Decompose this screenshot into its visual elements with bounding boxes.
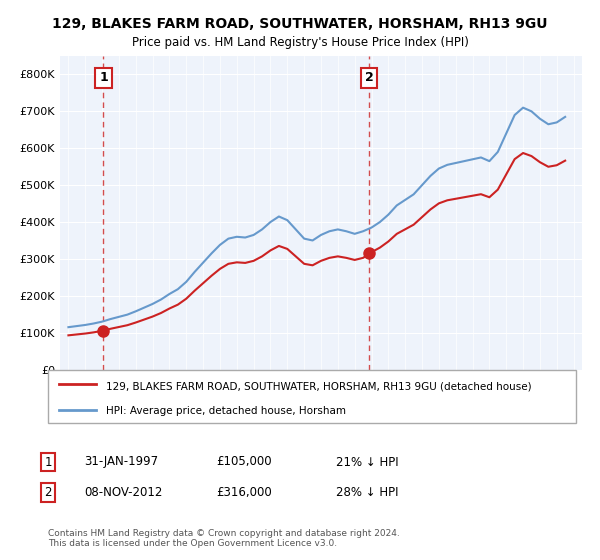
Text: £316,000: £316,000 <box>216 486 272 500</box>
Text: £105,000: £105,000 <box>216 455 272 469</box>
Text: 21% ↓ HPI: 21% ↓ HPI <box>336 455 398 469</box>
Text: 08-NOV-2012: 08-NOV-2012 <box>84 486 163 500</box>
Text: 1: 1 <box>99 72 108 85</box>
FancyBboxPatch shape <box>48 370 576 423</box>
Text: 2: 2 <box>365 72 374 85</box>
Text: 28% ↓ HPI: 28% ↓ HPI <box>336 486 398 500</box>
Text: HPI: Average price, detached house, Horsham: HPI: Average price, detached house, Hors… <box>106 406 346 416</box>
Text: 2: 2 <box>44 486 52 500</box>
Text: 1: 1 <box>44 455 52 469</box>
Text: 129, BLAKES FARM ROAD, SOUTHWATER, HORSHAM, RH13 9GU: 129, BLAKES FARM ROAD, SOUTHWATER, HORSH… <box>52 17 548 31</box>
Text: Contains HM Land Registry data © Crown copyright and database right 2024.
This d: Contains HM Land Registry data © Crown c… <box>48 529 400 548</box>
Text: 129, BLAKES FARM ROAD, SOUTHWATER, HORSHAM, RH13 9GU (detached house): 129, BLAKES FARM ROAD, SOUTHWATER, HORSH… <box>106 381 532 391</box>
Text: Price paid vs. HM Land Registry's House Price Index (HPI): Price paid vs. HM Land Registry's House … <box>131 36 469 49</box>
Text: 31-JAN-1997: 31-JAN-1997 <box>84 455 158 469</box>
